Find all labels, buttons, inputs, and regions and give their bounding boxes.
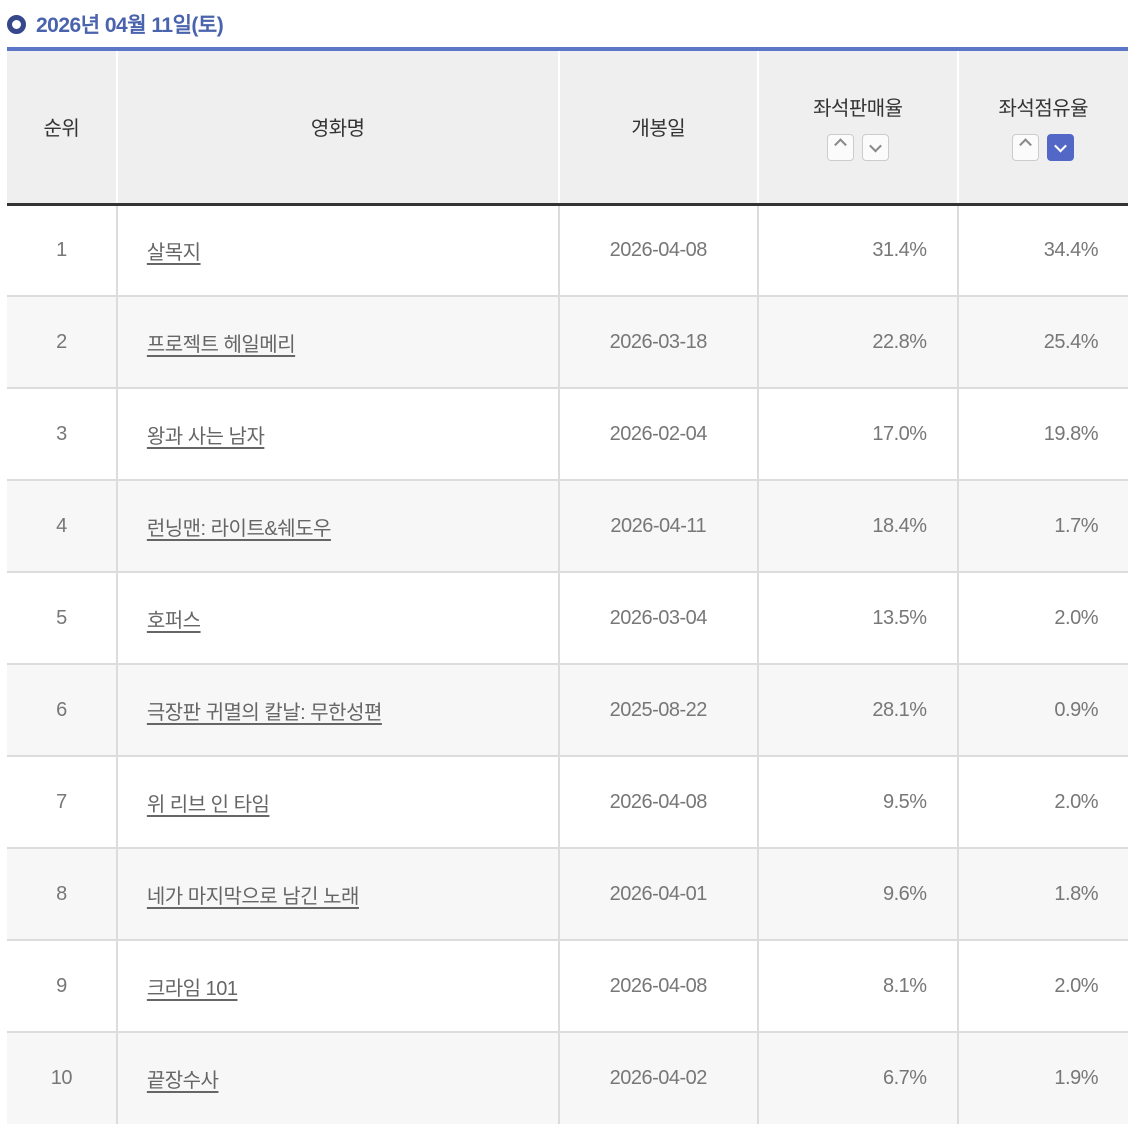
rank-cell: 3 [7,387,117,480]
seat-share-rate-cell: 34.4% [956,203,1128,296]
seat-share-rate-cell: 1.8% [956,847,1128,940]
seat-share-rate-cell: 2.0% [956,755,1128,848]
column-header-movie: 영화명 [115,49,559,206]
movie-title-link[interactable]: 위 리브 인 타임 [146,793,270,816]
movie-cell: 끝장수사 [115,1031,559,1124]
table-row: 7 위 리브 인 타임 2026-04-08 9.5% 2.0% [7,755,1128,848]
release-date-cell: 2026-02-04 [557,387,759,480]
movies-table: 순위 영화명 개봉일 좌석판매율 [7,47,1128,1124]
movie-title-link[interactable]: 극장판 귀멸의 칼날: 무한성편 [146,701,383,724]
table-row: 6 극장판 귀멸의 칼날: 무한성편 2025-08-22 28.1% 0.9% [7,663,1128,756]
chevron-down-icon [868,139,882,153]
movie-cell: 살목지 [115,203,559,296]
seat-share-rate-cell: 1.9% [956,1031,1128,1124]
rank-cell: 2 [7,295,117,388]
movie-cell: 위 리브 인 타임 [115,755,559,848]
movie-title-link[interactable]: 프로젝트 헤일메리 [146,333,296,356]
release-date-cell: 2026-04-02 [557,1031,759,1124]
column-header-seat-sales: 좌석판매율 [757,49,958,206]
seat-sales-rate-cell: 8.1% [757,939,958,1032]
release-date-cell: 2026-03-18 [557,295,759,388]
seat-share-rate-cell: 2.0% [956,571,1128,664]
column-header-rank-label: 순위 [43,118,80,141]
release-date-cell: 2025-08-22 [557,663,759,756]
seat-share-rate-cell: 25.4% [956,295,1128,388]
rank-cell: 7 [7,755,117,848]
rank-cell: 9 [7,939,117,1032]
movie-title-link[interactable]: 끝장수사 [146,1070,219,1092]
column-header-release: 개봉일 [557,49,759,206]
chevron-up-icon [1019,138,1033,152]
seat-sales-rate-cell: 9.5% [757,755,958,848]
release-date-cell: 2026-04-08 [557,755,759,848]
seat-share-rate-cell: 1.7% [956,479,1128,572]
seat-sales-rate-cell: 6.7% [757,1031,958,1124]
rank-cell: 1 [7,203,117,296]
seat-share-sort-asc-button[interactable] [1012,134,1040,162]
table-row: 4 런닝맨: 라이트&쉐도우 2026-04-11 18.4% 1.7% [7,479,1128,572]
release-date-cell: 2026-04-08 [557,939,759,1032]
rank-cell: 4 [7,479,117,572]
column-header-rank: 순위 [7,49,117,206]
column-header-seat-share: 좌석점유율 [956,49,1128,206]
movie-title-link[interactable]: 호퍼스 [146,609,201,632]
movie-cell: 극장판 귀멸의 칼날: 무한성편 [115,663,559,756]
release-date-cell: 2026-04-01 [557,847,759,940]
seat-share-rate-cell: 2.0% [956,939,1128,1032]
seat-share-sort-group [1012,134,1075,162]
column-header-release-label: 개봉일 [631,118,686,141]
release-date-cell: 2026-04-11 [557,479,759,572]
seat-sales-rate-cell: 28.1% [757,663,958,756]
seat-sales-sort-desc-button[interactable] [861,134,889,162]
table-row: 9 크라임 101 2026-04-08 8.1% 2.0% [7,939,1128,1032]
table-row: 10 끝장수사 2026-04-02 6.7% 1.9% [7,1031,1128,1124]
seat-share-rate-cell: 19.8% [956,387,1128,480]
movie-title-link[interactable]: 네가 마지막으로 남긴 노래 [146,885,360,908]
column-header-seat-share-label: 좌석점유율 [998,98,1089,121]
page-title: 2026년 04월 11일(토) [36,14,224,37]
rank-cell: 10 [7,1031,117,1124]
seat-sales-sort-asc-button[interactable] [826,134,854,162]
rank-cell: 5 [7,571,117,664]
seat-sales-rate-cell: 18.4% [757,479,958,572]
movie-title-link[interactable]: 크라임 101 [146,977,238,1000]
seat-sales-rate-cell: 9.6% [757,847,958,940]
rank-cell: 6 [7,663,117,756]
movie-cell: 프로젝트 헤일메리 [115,295,559,388]
seat-share-rate-cell: 0.9% [956,663,1128,756]
chevron-down-icon [1054,139,1068,153]
release-date-cell: 2026-04-08 [557,203,759,296]
table-row: 1 살목지 2026-04-08 31.4% 34.4% [7,203,1128,296]
movie-title-link[interactable]: 살목지 [146,241,201,264]
movie-cell: 크라임 101 [115,939,559,1032]
movie-cell: 네가 마지막으로 남긴 노래 [115,847,559,940]
movie-cell: 왕과 사는 남자 [115,387,559,480]
movie-cell: 런닝맨: 라이트&쉐도우 [115,479,559,572]
movie-title-link[interactable]: 런닝맨: 라이트&쉐도우 [146,517,332,540]
table-row: 2 프로젝트 헤일메리 2026-03-18 22.8% 25.4% [7,295,1128,388]
release-date-cell: 2026-03-04 [557,571,759,664]
seat-share-sort-desc-button[interactable] [1047,134,1075,162]
table-row: 3 왕과 사는 남자 2026-02-04 17.0% 19.8% [7,387,1128,480]
seat-sales-rate-cell: 31.4% [757,203,958,296]
column-header-movie-label: 영화명 [310,118,365,141]
seat-sales-rate-cell: 17.0% [757,387,958,480]
movie-title-link[interactable]: 왕과 사는 남자 [146,425,265,448]
rank-cell: 8 [7,847,117,940]
page-title-block: 2026년 04월 11일(토) [7,8,1128,40]
seat-sales-rate-cell: 13.5% [757,571,958,664]
table-row: 8 네가 마지막으로 남긴 노래 2026-04-01 9.6% 1.8% [7,847,1128,940]
table-row: 5 호퍼스 2026-03-04 13.5% 2.0% [7,571,1128,664]
movie-cell: 호퍼스 [115,571,559,664]
chevron-up-icon [833,138,847,152]
seat-sales-sort-group [826,134,889,162]
column-header-seat-sales-label: 좌석판매율 [813,98,903,121]
table-header-row: 순위 영화명 개봉일 좌석판매율 [7,49,1128,206]
bullet-ring-icon [7,14,26,34]
seat-sales-rate-cell: 22.8% [757,295,958,388]
